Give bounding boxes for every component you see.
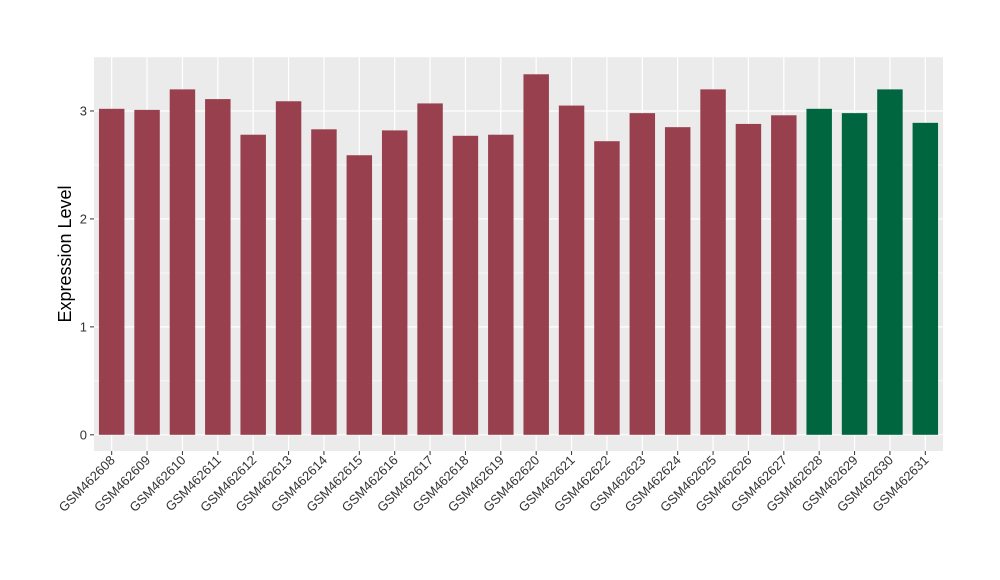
y-tick-label: 3 [80,103,87,118]
bar-GSM462631 [912,122,939,435]
y-tick-label: 2 [80,211,87,226]
bar-GSM462612 [240,134,266,435]
bar-GSM462613 [275,101,302,435]
bar-GSM462623 [629,113,656,435]
bar-GSM462624 [664,127,691,435]
y-axis-ticks: 0 1 2 3 [80,103,94,442]
bar-GSM462621 [558,105,585,435]
bars [98,74,939,435]
bar-GSM462619 [488,134,514,435]
bar-GSM462630 [877,89,903,435]
y-tick-label: 1 [80,319,87,334]
bar-GSM462620 [523,74,549,435]
bar-GSM462609 [134,109,160,435]
bar-GSM462611 [205,99,231,435]
bar-GSM462617 [417,103,443,435]
bar-GSM462629 [841,113,868,435]
bar-GSM462626 [735,123,762,435]
y-axis-title: Expression Level [55,185,75,322]
bar-GSM462608 [98,108,125,435]
x-axis-ticks: GSM462608GSM462609GSM462610GSM462611GSM4… [56,451,931,515]
y-tick-label: 0 [80,427,87,442]
bar-GSM462625 [700,89,726,435]
minor-gridlines [94,56,943,382]
bar-GSM462627 [771,115,797,435]
bar-GSM462616 [381,130,408,435]
bar-GSM462618 [452,135,479,435]
bar-GSM462610 [169,89,196,435]
plot-panel [94,57,943,451]
bar-GSM462615 [346,155,373,435]
bar-GSM462628 [806,108,832,435]
bar-GSM462614 [311,129,337,435]
bar-GSM462622 [594,141,620,435]
